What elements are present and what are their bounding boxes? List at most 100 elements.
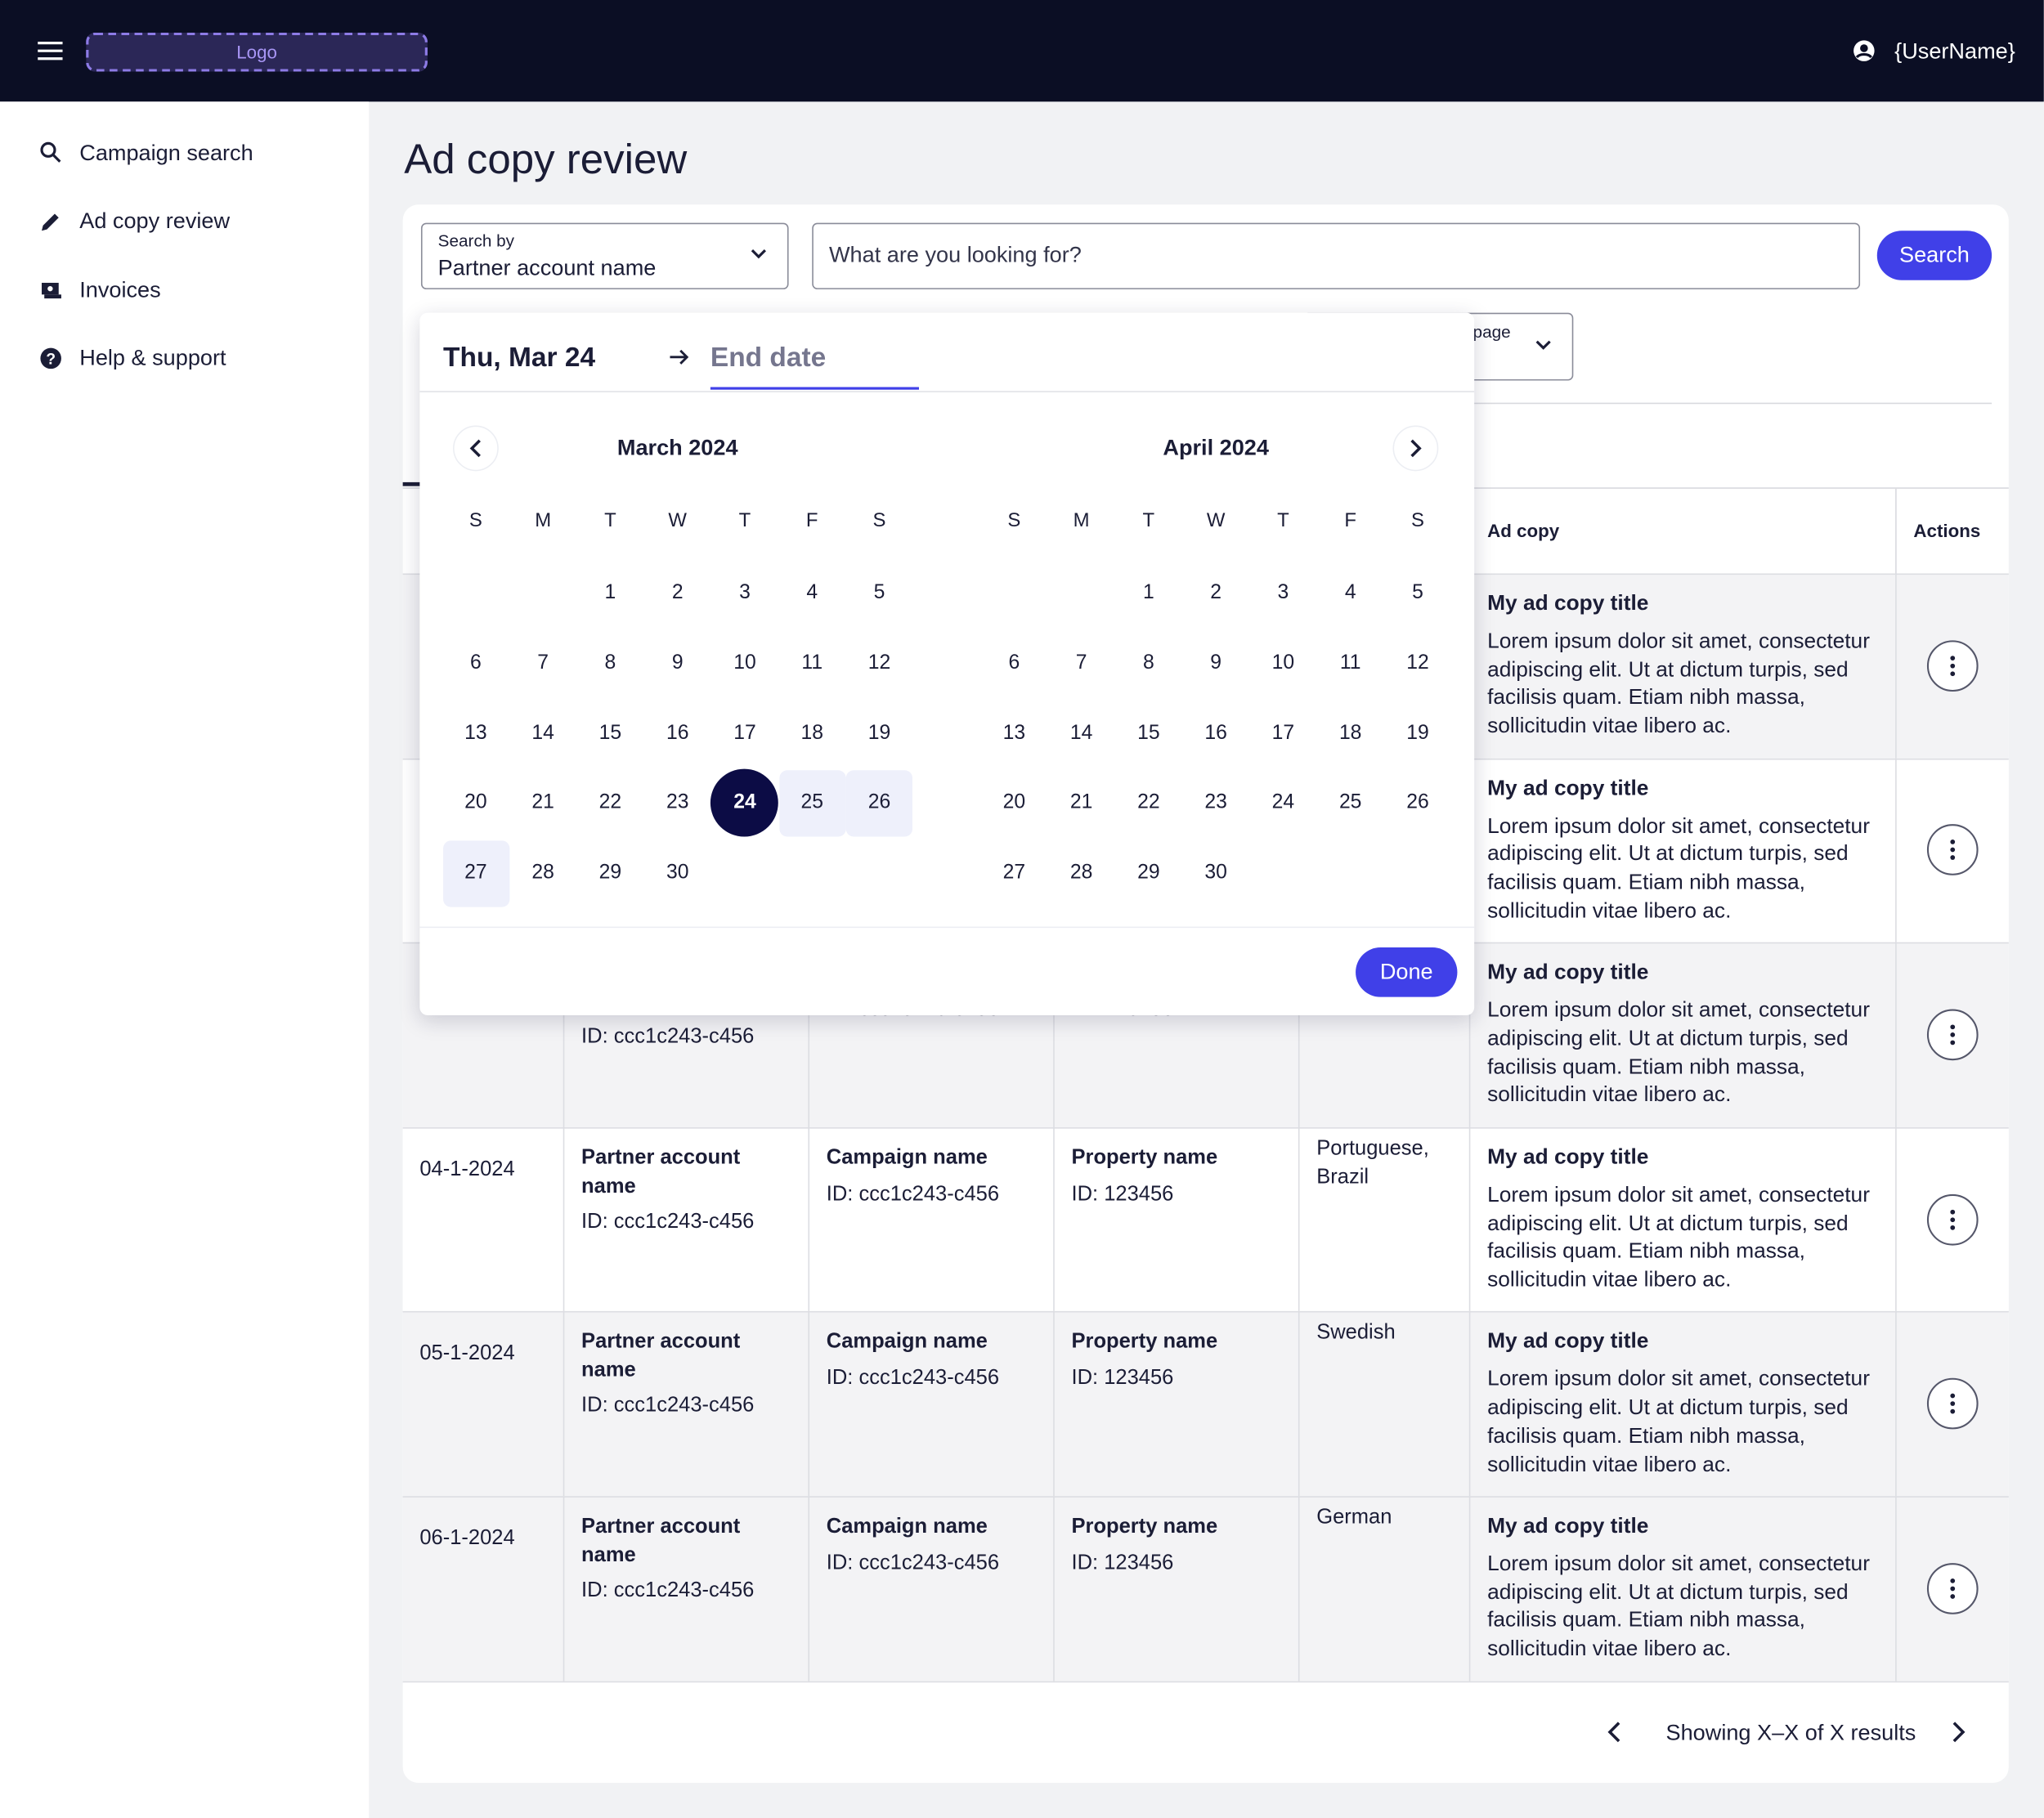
search-button[interactable]: Search: [1876, 231, 1992, 280]
day[interactable]: 10: [733, 651, 756, 674]
done-button[interactable]: Done: [1356, 947, 1458, 997]
day[interactable]: 28: [531, 862, 554, 884]
row-actions[interactable]: [1925, 1192, 1980, 1247]
nav-item[interactable]: Help & support: [79, 345, 226, 370]
cell-divider: [563, 942, 565, 1127]
cell-divider: [563, 1311, 565, 1497]
day[interactable]: 22: [1137, 791, 1160, 814]
help-icon: ?: [40, 347, 61, 369]
ad-body: Lorem ipsum dolor sit amet, consectetur …: [1487, 1368, 1870, 1476]
day[interactable]: 9: [1210, 651, 1222, 674]
day[interactable]: 7: [537, 651, 549, 674]
day[interactable]: 2: [671, 581, 684, 604]
day[interactable]: 12: [1406, 651, 1429, 674]
day[interactable]: 8: [604, 651, 616, 674]
day[interactable]: 18: [800, 721, 823, 744]
table-row: [402, 1311, 2009, 1497]
day[interactable]: 29: [598, 862, 622, 884]
day[interactable]: 30: [1204, 862, 1227, 884]
day[interactable]: 24: [733, 791, 756, 814]
day[interactable]: 18: [1338, 721, 1362, 744]
day[interactable]: 23: [1204, 791, 1227, 814]
start-date[interactable]: Thu, Mar 24: [443, 343, 596, 373]
day[interactable]: 24: [1271, 791, 1295, 814]
day[interactable]: 6: [470, 651, 482, 674]
ad-title: My ad copy title: [1487, 1329, 1649, 1354]
cell-divider: [808, 1496, 810, 1681]
prev-page[interactable]: [1590, 1708, 1640, 1758]
day[interactable]: 13: [464, 721, 487, 744]
day[interactable]: 27: [464, 862, 487, 884]
day[interactable]: 4: [1344, 581, 1356, 604]
day[interactable]: 23: [666, 791, 689, 814]
day[interactable]: 10: [1271, 651, 1295, 674]
day[interactable]: 25: [1338, 791, 1362, 814]
range-day-bg: [845, 770, 913, 837]
day[interactable]: 14: [531, 721, 554, 744]
day[interactable]: 28: [1069, 862, 1093, 884]
day[interactable]: 26: [1406, 791, 1429, 814]
edit-icon: [42, 213, 59, 231]
day[interactable]: 19: [867, 721, 891, 744]
day[interactable]: 15: [598, 721, 622, 744]
cell-divider: [1053, 1496, 1055, 1681]
day[interactable]: 21: [531, 791, 554, 814]
day[interactable]: 1: [1143, 581, 1154, 604]
row-actions[interactable]: [1925, 823, 1980, 878]
weekday: S: [468, 509, 482, 532]
row-actions[interactable]: [1925, 1007, 1980, 1062]
row-actions[interactable]: [1925, 1561, 1980, 1616]
day[interactable]: 16: [1204, 721, 1227, 744]
user-name[interactable]: {UserName}: [1894, 38, 2015, 65]
day[interactable]: 15: [1137, 721, 1160, 744]
nav-item[interactable]: Ad copy review: [79, 208, 231, 234]
column-header: Actions: [1913, 520, 1981, 541]
search-by-select[interactable]: [420, 222, 789, 289]
day[interactable]: 17: [1271, 721, 1295, 744]
nav-item[interactable]: Campaign search: [79, 141, 253, 166]
day[interactable]: 4: [806, 581, 818, 604]
prev-month[interactable]: [452, 425, 499, 472]
logo[interactable]: Logo: [86, 32, 428, 72]
day[interactable]: 27: [1002, 862, 1026, 884]
day[interactable]: 7: [1075, 651, 1087, 674]
end-date[interactable]: End date: [710, 343, 827, 373]
day[interactable]: 3: [739, 581, 751, 604]
day[interactable]: 12: [867, 651, 891, 674]
day[interactable]: 16: [666, 721, 689, 744]
weekday: T: [1142, 509, 1155, 532]
day[interactable]: 20: [464, 791, 487, 814]
day[interactable]: 1: [604, 581, 616, 604]
day[interactable]: 14: [1069, 721, 1093, 744]
day[interactable]: 6: [1008, 651, 1020, 674]
day[interactable]: 17: [733, 721, 756, 744]
row-actions[interactable]: [1925, 638, 1980, 693]
day[interactable]: 26: [867, 791, 891, 814]
menu-icon[interactable]: [35, 38, 66, 64]
day[interactable]: 25: [800, 791, 823, 814]
day[interactable]: 2: [1210, 581, 1222, 604]
nav-item[interactable]: Invoices: [79, 276, 161, 302]
day[interactable]: 30: [666, 862, 689, 884]
day[interactable]: 13: [1002, 721, 1026, 744]
day[interactable]: 22: [598, 791, 622, 814]
day[interactable]: 19: [1406, 721, 1429, 744]
day[interactable]: 11: [1339, 651, 1361, 674]
day[interactable]: 20: [1002, 791, 1026, 814]
day[interactable]: 9: [671, 651, 684, 674]
day[interactable]: 8: [1143, 651, 1154, 674]
day[interactable]: 5: [873, 581, 885, 604]
column-header: Ad copy: [1487, 520, 1560, 541]
partner-id: ID: ccc1c243-c456: [581, 1395, 755, 1417]
next-page[interactable]: [1933, 1708, 1983, 1758]
day[interactable]: 5: [1412, 581, 1423, 604]
picker-divider: [419, 391, 1475, 392]
day[interactable]: 29: [1137, 862, 1160, 884]
next-month[interactable]: [1392, 425, 1439, 472]
day[interactable]: 3: [1277, 581, 1289, 604]
day[interactable]: 11: [801, 651, 823, 674]
row-actions[interactable]: [1925, 1377, 1980, 1431]
weekday: S: [1410, 509, 1424, 532]
day[interactable]: 21: [1069, 791, 1093, 814]
search-input[interactable]: [812, 222, 1861, 289]
